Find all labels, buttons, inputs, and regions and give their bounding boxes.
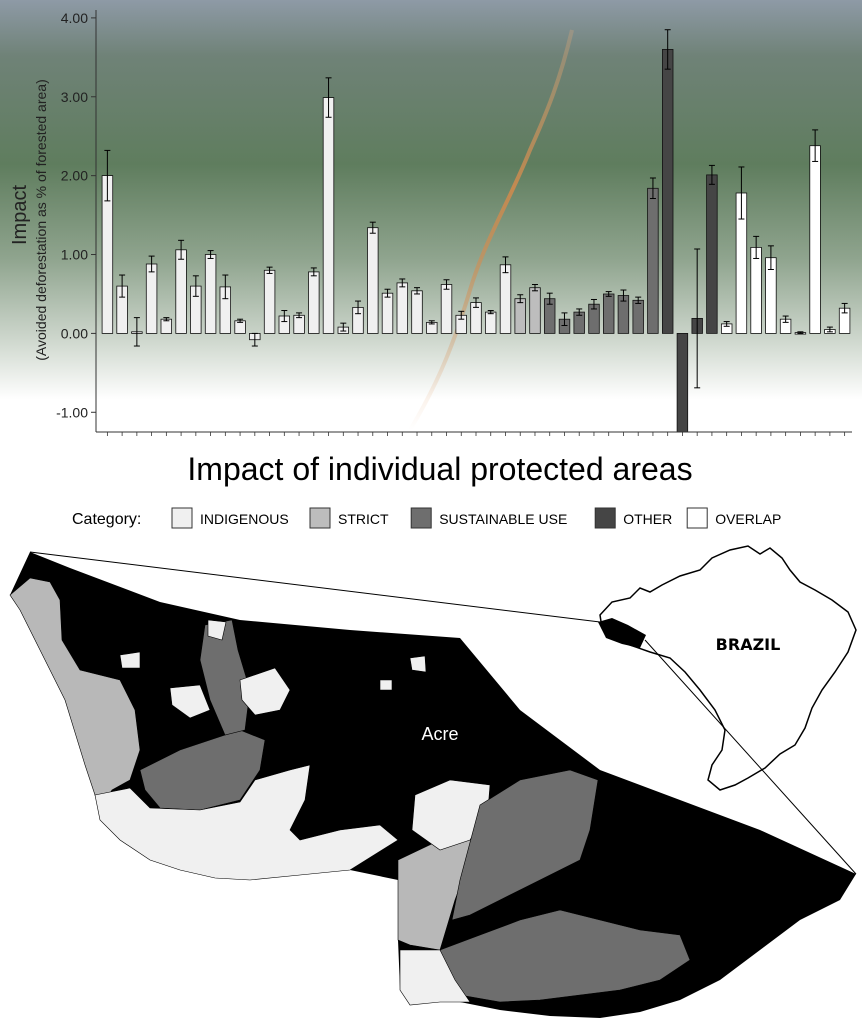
legend-swatch [171,507,193,529]
y-tick-label: 0.00 [61,325,88,341]
legend-swatch [594,507,616,529]
legend-title: Category: [72,511,141,528]
bar [514,298,526,334]
bar [706,174,718,334]
bar [676,332,689,433]
y-tick-label: 3.00 [61,89,88,105]
y-tick-label: -1.00 [56,404,88,420]
x-axis-title: Impact of individual protected areas [187,451,692,487]
bar [204,254,217,334]
bar [322,97,335,334]
legend-label: OVERLAP [715,511,781,527]
legend-label: STRICT [338,511,389,527]
indigenous-area-small-4 [409,655,427,673]
bar [175,249,187,334]
legend-label: OTHER [623,511,672,527]
bar [603,293,615,334]
bar [440,284,453,334]
country-label: BRAZIL [716,635,781,654]
indigenous-area-small-1 [169,684,211,719]
indigenous-area-small-5 [379,679,393,691]
indigenous-area-southwest-east [399,949,471,1006]
y-tick-label: 1.00 [61,247,88,263]
photo-background [0,0,862,470]
connector-line-bottom [644,639,857,875]
bar [160,318,173,334]
acre-inset-highlight [598,618,646,648]
legend-swatch [309,507,331,529]
bar [632,299,644,334]
brazil-inset-outline [599,545,857,791]
bar [411,290,423,334]
indigenous-area-small-2 [119,651,141,669]
legend-label: SUSTAINABLE USE [439,511,567,527]
bar [809,145,821,334]
legend: Category: INDIGENOUS STRICT SUSTAINABLE US… [72,507,781,529]
bar [263,269,276,334]
bar [750,246,762,334]
indigenous-area-south [94,764,399,881]
indigenous-area-small-3 [207,619,227,641]
bar [145,263,158,334]
strict-area-west [9,577,141,811]
connector-line-top [29,551,601,623]
road-in-photo [408,29,574,432]
y-tick-label: 4.00 [61,10,88,26]
bar-chart: 4.00 3.00 2.00 1.00 0.00 -1.00 Impact (Avoide… [0,0,862,529]
legend-swatch [686,507,708,529]
legend-swatch [410,507,432,529]
bar [499,264,512,334]
bar [484,311,497,334]
sustainable-area-central [139,729,266,811]
region-label: Acre [421,724,458,744]
sustainable-area-east [451,769,599,921]
y-axis-title: Impact [9,185,31,245]
bar [396,282,409,334]
y-tick-label: 2.00 [61,168,88,184]
acre-map: BRAZIL Acre [9,545,857,1018]
bar [308,271,320,334]
bar [529,287,541,334]
sustainable-area-north [199,619,251,736]
indigenous-area-center [239,667,291,716]
bar [381,292,394,334]
bar [367,227,379,334]
bar [647,187,659,334]
bar [662,49,674,334]
sustainable-area-southeast [439,909,691,1003]
y-axis-subtitle: (Avoided deforestation as % of forested … [33,79,49,360]
legend-label: INDIGENOUS [200,511,289,527]
